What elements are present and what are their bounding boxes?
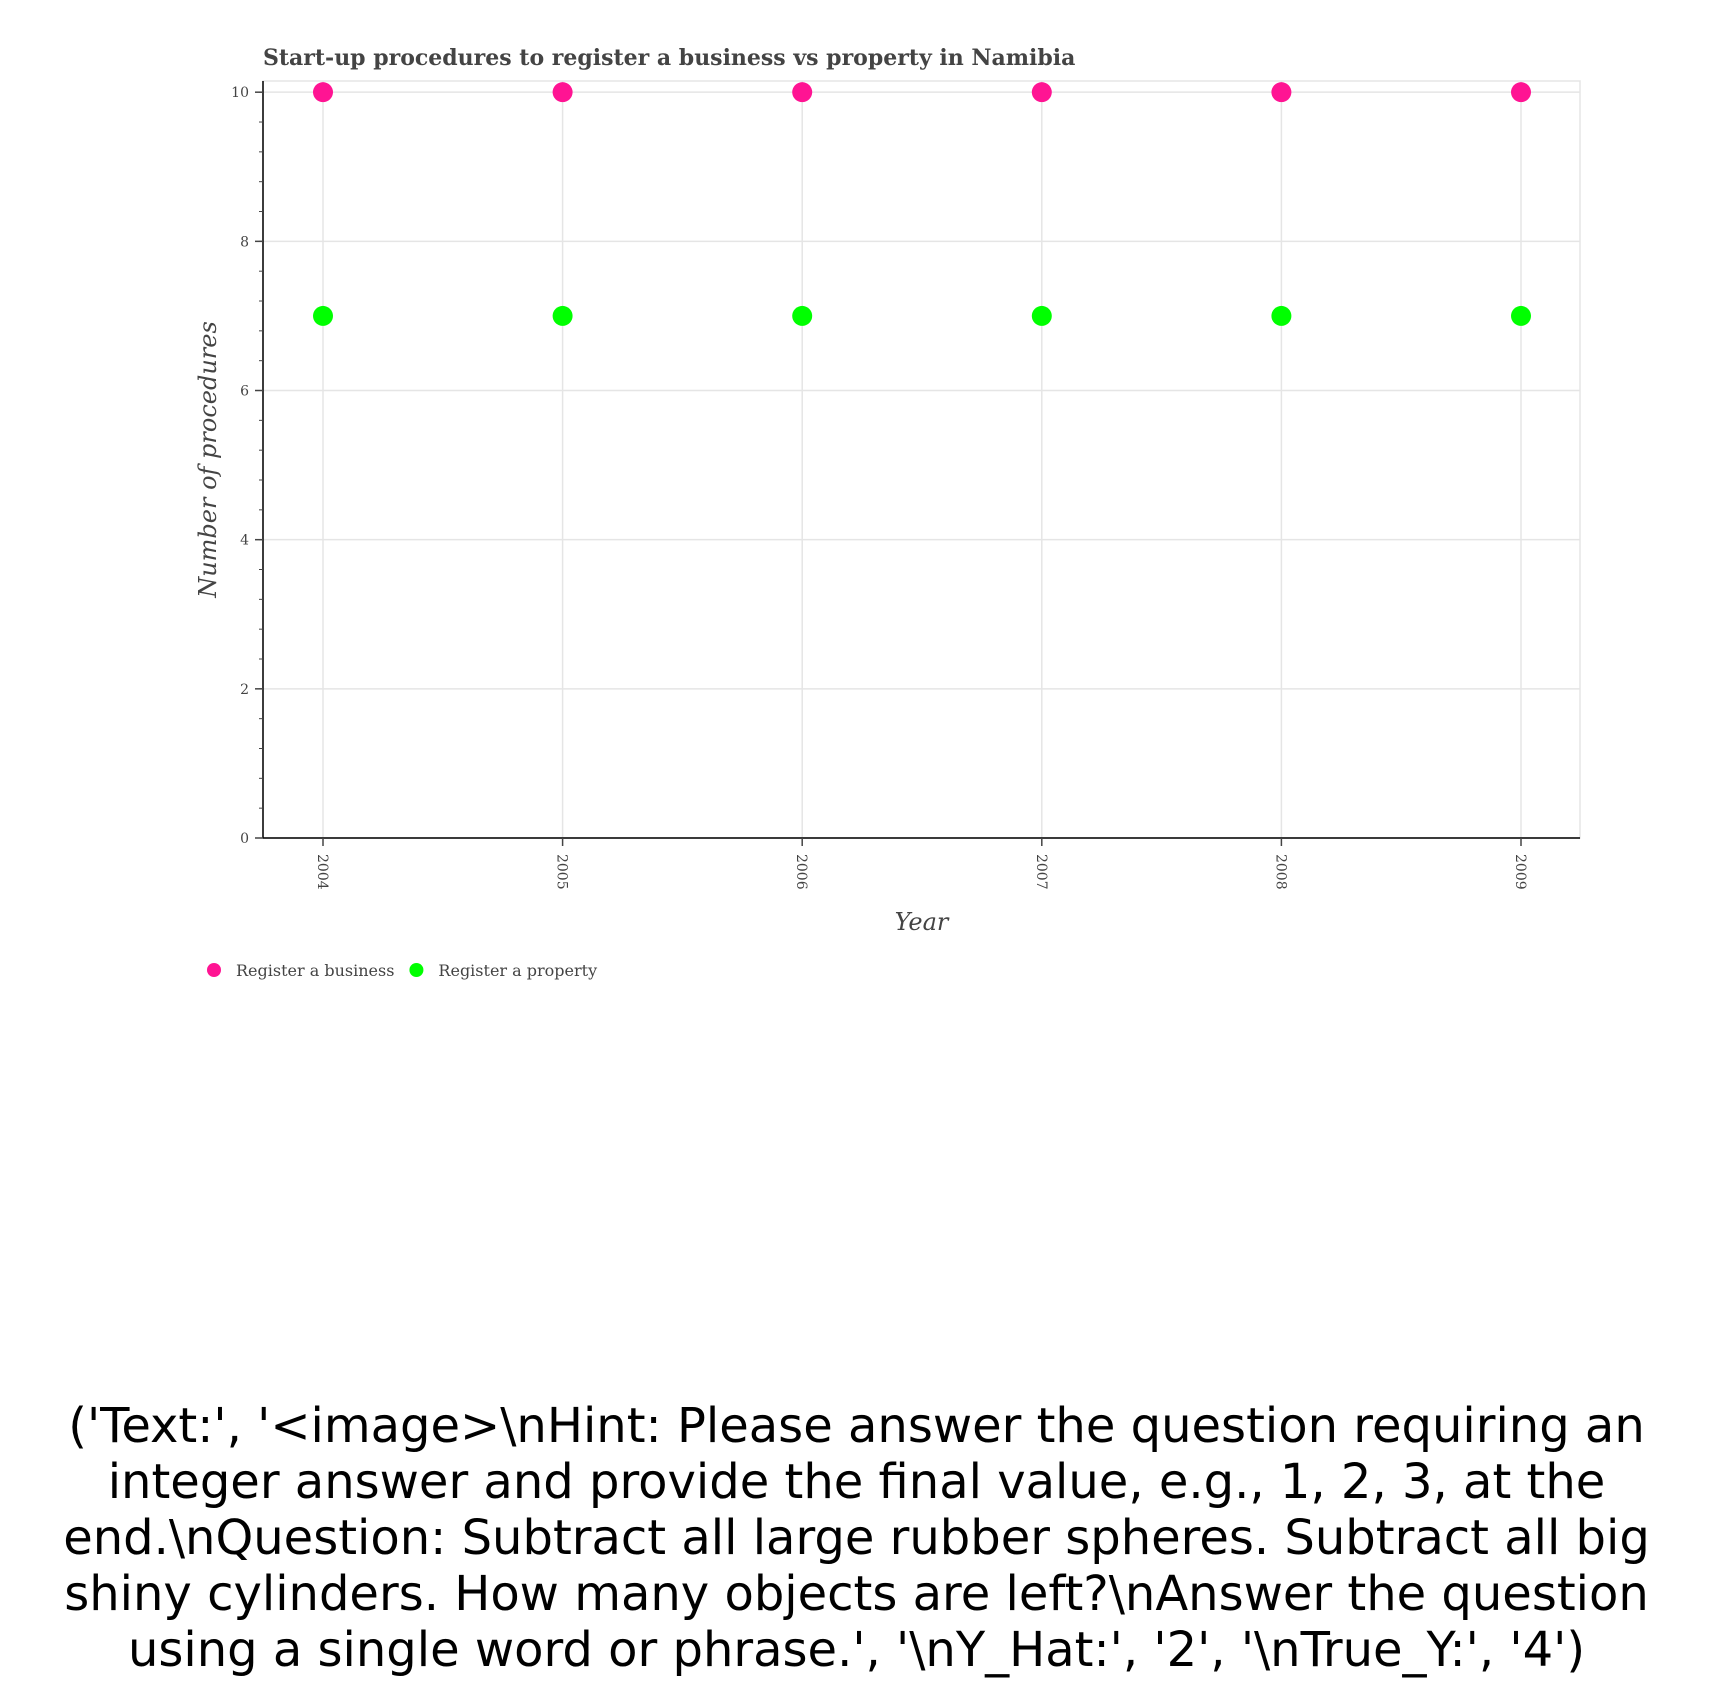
x-tick-label: 2006 [793, 854, 809, 890]
scatter-point [313, 305, 333, 326]
y-tick-label: 0 [240, 831, 249, 847]
chart: Start-up procedures to register a busine… [194, 45, 1581, 980]
scatter-point [1031, 305, 1052, 326]
scatter-point [552, 82, 573, 103]
legend: Register a business Register a property [207, 961, 597, 980]
axes [262, 80, 1581, 839]
chart-title: Start-up procedures to register a busine… [263, 45, 1075, 71]
legend-marker [409, 963, 424, 977]
legend-marker [207, 963, 221, 977]
scatter-point [792, 82, 813, 103]
y-tick-label: 6 [240, 384, 249, 400]
data-points [313, 82, 1531, 326]
ticks: 0 2 4 6 8 10 2004 2005 2006 2007 2008 2009 [231, 85, 1528, 890]
x-axis-label: Year [895, 908, 950, 936]
y-tick-label: 10 [231, 85, 249, 101]
grid [263, 81, 1580, 839]
scatter-point [313, 82, 333, 103]
scatter-point [1271, 82, 1292, 103]
scatter-point [1271, 305, 1292, 326]
x-tick-label: 2007 [1033, 854, 1049, 890]
plot-frame [262, 80, 1581, 839]
y-tick-label: 4 [240, 533, 249, 549]
x-tick-label: 2009 [1512, 854, 1528, 890]
legend-label: Register a business [236, 961, 394, 980]
scatter-point [1511, 82, 1531, 103]
scatter-point [1031, 82, 1052, 103]
y-tick-label: 2 [240, 682, 249, 698]
scatter-point [1511, 305, 1531, 326]
legend-label: Register a property [438, 961, 597, 980]
x-tick-label: 2005 [554, 854, 570, 890]
y-tick-label: 8 [240, 234, 249, 250]
scatter-point [792, 305, 813, 326]
x-tick-label: 2004 [314, 854, 330, 890]
y-axis-label: Number of procedures [194, 321, 222, 599]
caption-text: ('Text:', '<image>\nHint: Please answer … [63, 1398, 1666, 1678]
scatter-point [552, 305, 573, 326]
x-tick-label: 2008 [1272, 854, 1288, 890]
